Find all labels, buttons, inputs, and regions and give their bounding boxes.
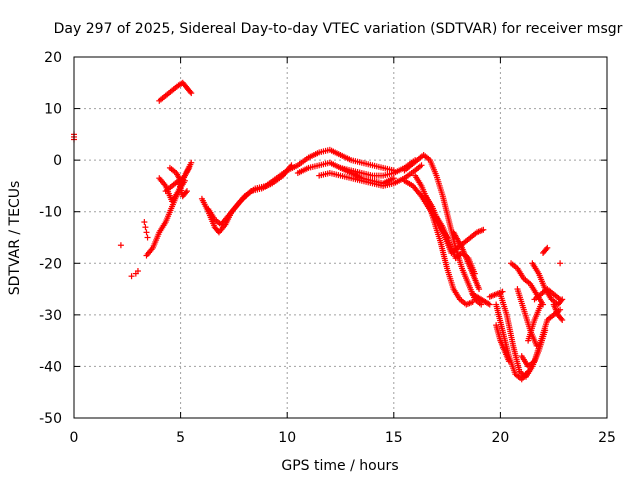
data-point	[505, 358, 512, 365]
data-point	[478, 301, 485, 308]
data-point	[188, 90, 195, 97]
y-tick-label: -10	[39, 205, 62, 221]
data-point	[533, 342, 540, 349]
axis-ticks	[73, 56, 608, 419]
data-point	[480, 226, 487, 233]
data-point	[143, 229, 150, 236]
data-point	[557, 296, 564, 303]
y-tick-label: -50	[39, 411, 62, 427]
chart-title: Day 297 of 2025, Sidereal Day-to-day VTE…	[54, 21, 623, 37]
data-point	[525, 368, 532, 375]
data-point	[141, 219, 148, 226]
x-tick-label: 10	[278, 430, 296, 446]
y-tick-label: -30	[39, 308, 62, 324]
data-point	[418, 162, 425, 169]
data-point	[187, 88, 194, 95]
y-tick-label: 10	[44, 102, 62, 118]
y-tick-labels: 20 10 0 -10 -20 -30 -40 -50	[39, 50, 62, 427]
data-point	[183, 188, 190, 195]
data-point	[182, 189, 189, 196]
data-points	[71, 79, 566, 383]
x-tick-label: 5	[176, 430, 185, 446]
data-point	[144, 234, 151, 241]
plot-frame	[73, 56, 608, 419]
grid-lines	[74, 57, 607, 418]
data-point	[142, 224, 149, 231]
data-point	[134, 268, 141, 275]
data-point	[559, 317, 566, 324]
x-tick-label: 15	[385, 430, 403, 446]
data-point	[557, 260, 564, 267]
y-tick-label: 20	[44, 50, 62, 66]
x-axis-label: GPS time / hours	[281, 458, 398, 474]
y-tick-label: -40	[39, 359, 62, 375]
data-point	[469, 298, 476, 305]
x-tick-label: 25	[598, 430, 616, 446]
x-tick-labels: 0 5 10 15 20 25	[70, 430, 616, 446]
x-tick-label: 0	[70, 430, 79, 446]
y-tick-label: 0	[53, 153, 62, 169]
data-point	[117, 242, 124, 249]
data-point	[486, 301, 493, 308]
y-tick-label: -20	[39, 256, 62, 272]
data-point	[558, 315, 565, 322]
data-point	[476, 286, 483, 293]
data-point	[186, 164, 193, 171]
data-point	[188, 159, 195, 166]
y-axis-label: SDTVAR / TECUs	[7, 181, 23, 296]
data-point	[499, 288, 506, 295]
data-point	[543, 246, 550, 253]
data-point	[537, 301, 544, 308]
x-tick-label: 20	[491, 430, 509, 446]
data-point	[128, 273, 135, 280]
data-point	[390, 175, 397, 182]
data-point	[544, 244, 551, 251]
